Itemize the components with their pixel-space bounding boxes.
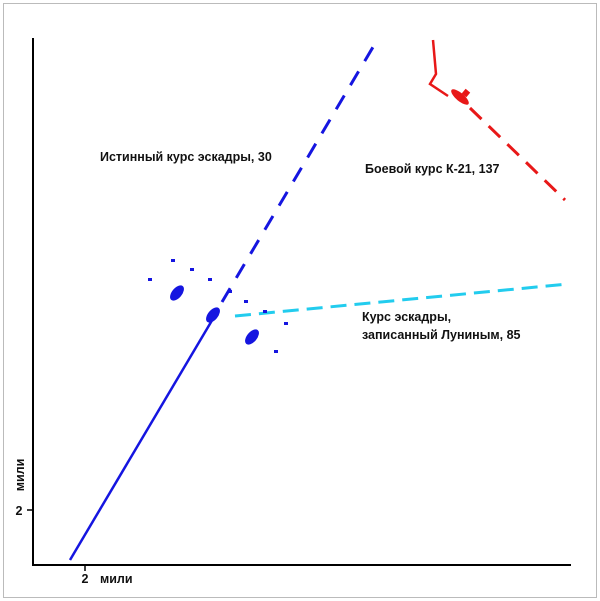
k21-submarine [451, 88, 471, 105]
recorded-course-label: Курс эскадры, [362, 310, 451, 324]
squadron [148, 259, 288, 353]
x-tick-label: 2 [82, 572, 89, 586]
true-course-dashed [220, 41, 378, 303]
recorded-course-label: записанный Луниным, 85 [362, 328, 521, 342]
attack-course-label: Боевой курс К-21, 137 [365, 162, 500, 176]
y-tick-label: 2 [16, 504, 23, 518]
true-course-line [68, 316, 216, 561]
k21-course [468, 106, 567, 202]
frame [3, 3, 597, 598]
y-axis-label: мили [13, 459, 27, 492]
true-course-label: Истинный курс эскадры, 30 [100, 150, 272, 164]
x-axis-label: мили [100, 572, 133, 586]
recorded-course [234, 282, 569, 318]
k21-track [428, 39, 449, 98]
